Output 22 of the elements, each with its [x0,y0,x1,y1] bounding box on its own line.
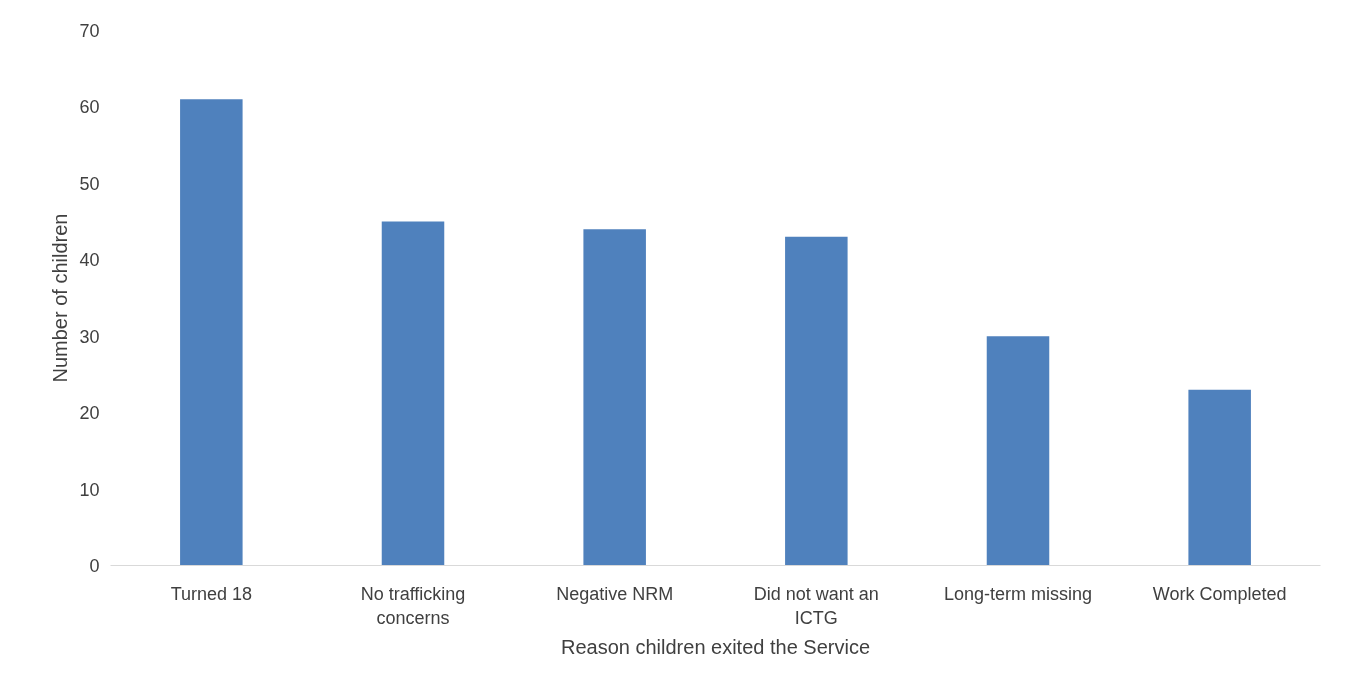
bar [583,229,646,566]
y-tick-label: 20 [79,403,100,424]
bar [1188,389,1251,566]
y-axis-title: Number of children [49,213,72,383]
x-tick-label: Work Completed [1152,583,1287,604]
bar [381,221,445,566]
y-tick-label: 0 [89,556,100,576]
x-tick-label: Long-term missing [943,583,1093,604]
x-tick-label: No trafficking concerns [360,583,466,628]
y-tick-label: 50 [79,173,100,194]
x-tick-label: Did not want an ICTG [753,583,879,628]
x-tick-label: Negative NRM [556,583,674,604]
y-tick-label: 70 [79,21,100,41]
x-tick-label: Turned 18 [170,583,253,604]
x-axis-title: Reason children exited the Service [560,635,871,658]
y-tick-label: 60 [79,97,100,118]
y-tick-label: 10 [79,479,100,500]
bar [986,336,1050,566]
y-tick-label: 40 [79,250,100,271]
y-tick-label: 30 [79,326,100,347]
bar [785,236,848,566]
bar [180,99,243,566]
